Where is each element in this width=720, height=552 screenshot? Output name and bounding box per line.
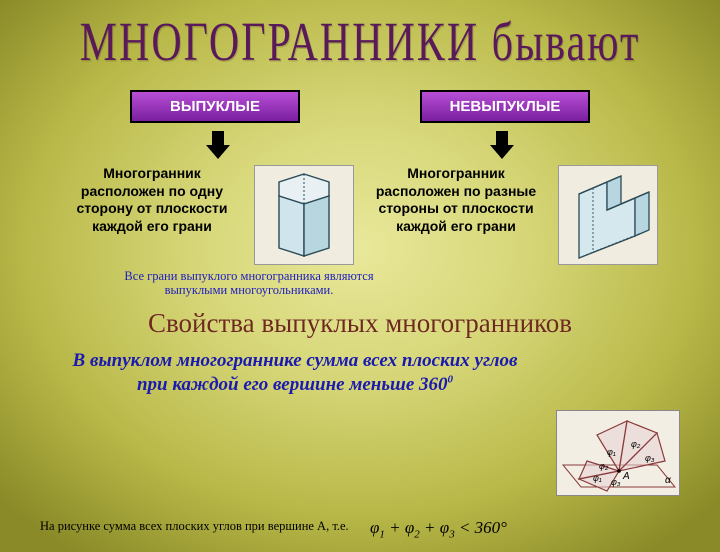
properties-subtitle: Свойства выпуклых многогранников (0, 308, 720, 339)
property-sup: 0 (448, 373, 454, 385)
svg-text:α: α (665, 475, 671, 486)
property-text: В выпуклом многограннике сумма всех плос… (56, 349, 534, 397)
box-nonconvex: НЕВЫПУКЛЫЕ (420, 90, 590, 123)
formula-phi: φ (370, 518, 379, 537)
category-boxes: ВЫПУКЛЫЕ НЕВЫПУКЛЫЕ (0, 90, 720, 123)
figure-l-prism (558, 165, 658, 265)
svg-text:φ₂: φ₂ (631, 439, 641, 449)
box-convex: ВЫПУКЛЫЕ (130, 90, 300, 123)
formula-phi: φ (405, 518, 414, 537)
formula-phi: φ (440, 518, 449, 537)
desc-convex: Многогранник расположен по одну сторону … (62, 165, 242, 235)
formula-lt: < 360° (455, 518, 507, 537)
desc-nonconvex: Многогранник расположен по разные сторон… (366, 165, 546, 235)
caption-text: На рисунке сумма всех плоских углов при … (40, 519, 349, 534)
formula-plus: + (385, 518, 405, 537)
svg-text:φ₃: φ₃ (645, 453, 655, 463)
svg-text:φ₁: φ₁ (593, 473, 602, 483)
arrows-row (0, 131, 720, 159)
arrow-down-icon (206, 131, 230, 159)
arrow-down-icon (490, 131, 514, 159)
formula: φ1 + φ2 + φ3 < 360° (370, 518, 507, 540)
svg-text:φ₂: φ₂ (599, 461, 609, 471)
svg-text:A: A (622, 471, 630, 482)
svg-text:φ₃: φ₃ (611, 477, 621, 487)
convex-note: Все грани выпуклого многогранника являют… (94, 269, 404, 298)
figure-vertex-angles: φ₁ φ₂ φ₃ φ₂ φ₁ φ₃ A α (556, 410, 680, 496)
figure-hex-prism (254, 165, 354, 265)
mid-row: Многогранник расположен по одну сторону … (0, 165, 720, 265)
page-title: МНОГОГРАННИКИ бывают (0, 12, 720, 74)
formula-plus: + (420, 518, 440, 537)
svg-text:φ₁: φ₁ (607, 447, 616, 457)
